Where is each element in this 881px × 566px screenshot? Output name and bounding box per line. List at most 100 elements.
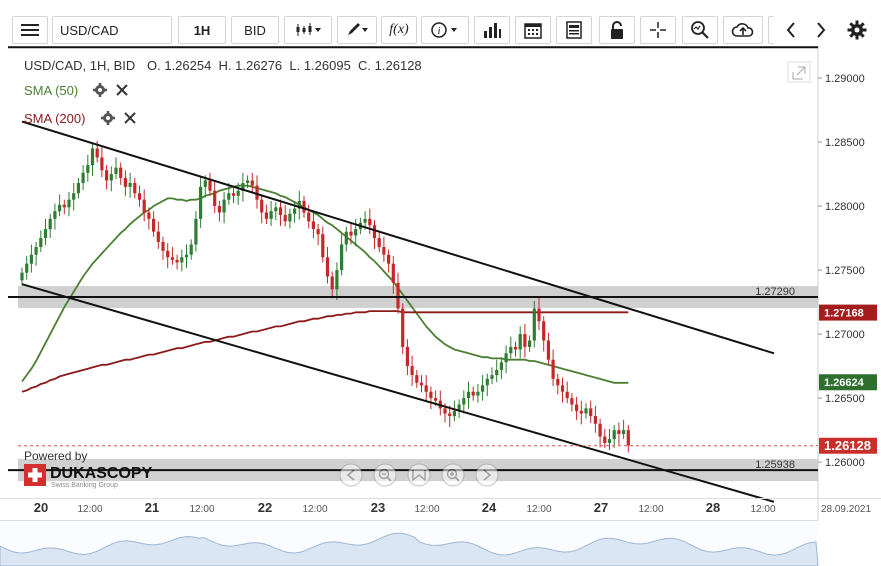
upload-button[interactable] bbox=[723, 16, 763, 44]
candle-body bbox=[518, 334, 522, 350]
chevron-right-icon bbox=[817, 22, 826, 38]
candle-body bbox=[81, 172, 85, 184]
x-tick-label: 12:00 bbox=[302, 504, 327, 515]
legend-ohlc: O. 1.26254 H. 1.26276 L. 1.26095 C. 1.26… bbox=[147, 58, 422, 73]
candle-body bbox=[152, 218, 156, 232]
zoom-controls bbox=[339, 463, 499, 487]
candle-body bbox=[551, 359, 555, 379]
candle-body bbox=[161, 241, 165, 251]
sma50-settings-gear-icon[interactable] bbox=[93, 83, 107, 97]
report-button[interactable] bbox=[556, 16, 592, 44]
candle-body bbox=[410, 366, 414, 376]
sma200-remove-close-icon[interactable] bbox=[124, 112, 136, 124]
volume-button[interactable] bbox=[474, 16, 510, 44]
candle-body bbox=[288, 213, 292, 222]
info-button[interactable]: i bbox=[421, 16, 469, 44]
menu-button[interactable] bbox=[12, 16, 48, 44]
candle-body bbox=[184, 254, 189, 258]
y-tick-label: 1.26000 bbox=[825, 457, 865, 469]
candle-body bbox=[231, 193, 236, 196]
level-label: 1.29240 bbox=[755, 46, 795, 48]
x-tick-label: 12:00 bbox=[750, 504, 775, 515]
trendline[interactable] bbox=[21, 120, 775, 355]
x-tick-label: 21 bbox=[145, 500, 159, 515]
scroll-right-button[interactable] bbox=[475, 463, 499, 487]
candle-body bbox=[396, 282, 400, 309]
candle-body bbox=[443, 408, 447, 414]
navigator-overview[interactable] bbox=[0, 520, 881, 566]
chevron-left-icon bbox=[786, 22, 795, 38]
candle-body bbox=[109, 174, 113, 181]
candle-body bbox=[344, 231, 348, 245]
candle-body bbox=[293, 208, 297, 214]
legend-sma200-label: SMA (200) bbox=[24, 111, 85, 126]
draw-button[interactable] bbox=[337, 16, 377, 44]
price-side-selector[interactable]: BID bbox=[231, 16, 279, 44]
candle-body bbox=[53, 211, 57, 219]
candle-body bbox=[382, 247, 386, 255]
settings-button[interactable] bbox=[842, 16, 872, 44]
sma200-settings-gear-icon[interactable] bbox=[101, 111, 115, 125]
price-badge bbox=[819, 437, 877, 454]
indicators-button[interactable]: f(x) bbox=[381, 16, 417, 44]
calendar-icon bbox=[524, 23, 542, 39]
x-tick-label: 20 bbox=[34, 500, 48, 515]
symbol-selector[interactable]: USD/CAD bbox=[52, 16, 172, 44]
zoom-icon bbox=[691, 21, 709, 39]
scroll-left-button[interactable] bbox=[339, 463, 363, 487]
candle-body bbox=[90, 148, 95, 166]
candle-body bbox=[537, 308, 541, 322]
candle-body bbox=[532, 308, 536, 341]
candle-body bbox=[504, 353, 508, 363]
powered-by-text: Powered by bbox=[24, 449, 87, 463]
candle-body bbox=[76, 183, 80, 194]
zoom-out-button[interactable] bbox=[373, 463, 397, 487]
candle-body bbox=[556, 378, 560, 386]
chart-type-button[interactable] bbox=[284, 16, 332, 44]
candle-body bbox=[434, 398, 438, 401]
crosshair-button[interactable] bbox=[640, 16, 676, 44]
calendar-button[interactable] bbox=[515, 16, 551, 44]
prev-button[interactable] bbox=[778, 16, 804, 44]
next-button[interactable] bbox=[808, 16, 834, 44]
zoom-in-button[interactable] bbox=[441, 463, 465, 487]
lock-button[interactable] bbox=[599, 16, 635, 44]
candle-body bbox=[227, 193, 231, 200]
candle-body bbox=[137, 193, 142, 200]
reset-zoom-button[interactable] bbox=[407, 463, 431, 487]
candle-body bbox=[236, 190, 240, 196]
trendline[interactable] bbox=[21, 283, 775, 503]
candle-body bbox=[274, 207, 278, 212]
candle-body bbox=[490, 375, 494, 379]
candle-body bbox=[349, 231, 353, 236]
candle-body bbox=[241, 183, 245, 191]
zoom-in-icon bbox=[446, 468, 458, 480]
timeframe-selector[interactable]: 1H bbox=[178, 16, 226, 44]
zoom-button[interactable] bbox=[682, 16, 718, 44]
candle-body bbox=[626, 430, 630, 446]
x-tick-label: 22 bbox=[258, 500, 272, 515]
candle-body bbox=[612, 430, 616, 440]
candle-body bbox=[147, 212, 151, 219]
price-chart[interactable]: 1.27290 1.25938 1.29240 1.29000 1.28500 1.28… bbox=[0, 46, 881, 520]
pencil-icon bbox=[348, 23, 368, 35]
dukascopy-logo: DUKASCOPY Swiss Banking Group bbox=[24, 464, 153, 489]
expand-icon bbox=[792, 72, 803, 80]
candle-body bbox=[255, 185, 259, 200]
expand-chart-button[interactable] bbox=[787, 61, 811, 83]
level-label: 1.27290 bbox=[755, 286, 795, 298]
y-tick-label: 1.28000 bbox=[825, 201, 865, 213]
candle-body bbox=[481, 385, 485, 392]
sma50-remove-close-icon[interactable] bbox=[116, 84, 128, 96]
svg-text:i: i bbox=[437, 25, 440, 37]
candle-body bbox=[316, 229, 320, 235]
candle-body bbox=[307, 212, 311, 222]
candle-body bbox=[495, 369, 499, 376]
candle-body bbox=[62, 204, 66, 208]
candle-body bbox=[330, 276, 334, 290]
price-badge-label: 1.26624 bbox=[824, 377, 865, 389]
candle-body bbox=[363, 218, 367, 223]
candle-body bbox=[321, 234, 325, 258]
chevron-left-icon bbox=[346, 469, 355, 481]
candle-body bbox=[335, 270, 339, 290]
